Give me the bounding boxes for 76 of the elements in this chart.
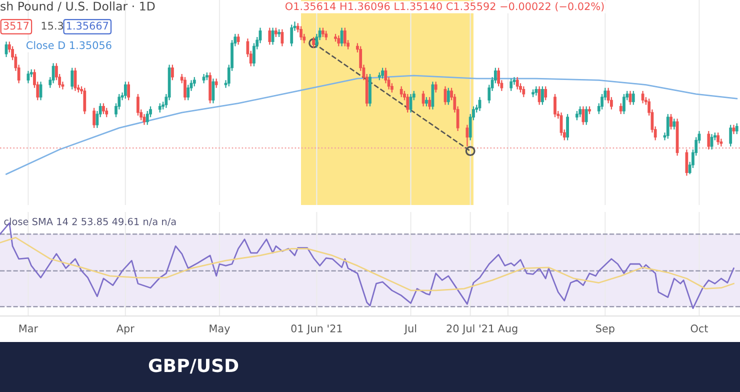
candlestick (186, 84, 190, 101)
candlestick (641, 90, 644, 104)
candlestick (576, 110, 578, 121)
x-tick-label: Sep (596, 324, 614, 334)
annotation: Close D 1.35056 (26, 41, 112, 50)
candlestick (268, 27, 272, 46)
candlestick (102, 102, 105, 115)
candlestick (670, 114, 672, 130)
candlestick (729, 124, 732, 147)
candlestick (619, 102, 622, 115)
candlestick (578, 106, 582, 118)
candlestick (538, 86, 541, 106)
candlestick (707, 130, 710, 150)
x-tick-label: Apr (116, 324, 134, 334)
text: O1.35614 H1.36096 L1.35140 C1.35592 −0.00022 (−0.02%) (285, 2, 604, 12)
candlestick (541, 86, 544, 106)
x-tick-label: 20 Jul '21 (446, 324, 494, 334)
candlestick (184, 76, 186, 101)
candlestick (522, 86, 526, 98)
candlestick (497, 67, 500, 87)
x-tick-label: Jul (404, 324, 416, 334)
candlestick (192, 76, 196, 87)
annotation: 1.35667 (67, 22, 108, 30)
candlestick (171, 64, 174, 81)
candlestick (544, 86, 548, 101)
candlestick (424, 96, 428, 107)
candlestick (735, 122, 738, 135)
candlestick (70, 67, 74, 90)
x-tick-label: May (210, 324, 230, 334)
annotation: 3517 (4, 22, 29, 30)
candlestick (290, 24, 294, 47)
candlestick (124, 81, 127, 100)
candlestick (92, 107, 96, 128)
candlestick (381, 67, 384, 80)
x-tick-label: Oct (690, 324, 708, 332)
candlestick (202, 73, 206, 84)
annotation: 15.3 (42, 22, 64, 30)
candlestick (566, 114, 569, 141)
candlestick (26, 70, 30, 84)
x-tick-label: Aug (498, 324, 518, 334)
candlestick (716, 132, 720, 146)
chart-title: close SMA 14 2 53.85 49.61 n/a n/a (4, 218, 176, 226)
candlestick (322, 27, 324, 38)
candlestick (324, 30, 328, 41)
candlestick (666, 114, 670, 140)
candlestick (446, 87, 450, 106)
candlestick (312, 36, 316, 48)
candlestick (428, 96, 432, 110)
candlestick (337, 34, 340, 47)
candlestick (83, 87, 86, 115)
candlestick (214, 78, 218, 88)
candlestick (105, 107, 108, 118)
candlestick (622, 93, 626, 115)
chart-title: sh Pound / U.S. Dollar · 1D (0, 1, 155, 12)
candlestick (732, 124, 736, 135)
candlestick (236, 33, 240, 46)
text: GBP/USD (148, 358, 238, 374)
candlestick (406, 93, 410, 114)
candlestick (146, 110, 149, 126)
x-tick-label: Mar (19, 324, 38, 332)
candlestick (158, 102, 162, 114)
candlestick (554, 93, 556, 118)
candlestick (400, 86, 403, 98)
candlestick (510, 78, 513, 92)
candlestick (534, 86, 538, 96)
candlestick (584, 106, 588, 126)
candlestick (434, 81, 438, 94)
candlestick (672, 118, 676, 130)
candlestick (136, 93, 140, 116)
candlestick (274, 27, 278, 38)
candlestick (516, 76, 519, 90)
candlestick (632, 90, 635, 106)
candlestick (343, 27, 346, 47)
candlestick (300, 26, 302, 41)
x-tick-label: 01 Jun '21 (291, 324, 342, 334)
candlestick (127, 81, 130, 101)
